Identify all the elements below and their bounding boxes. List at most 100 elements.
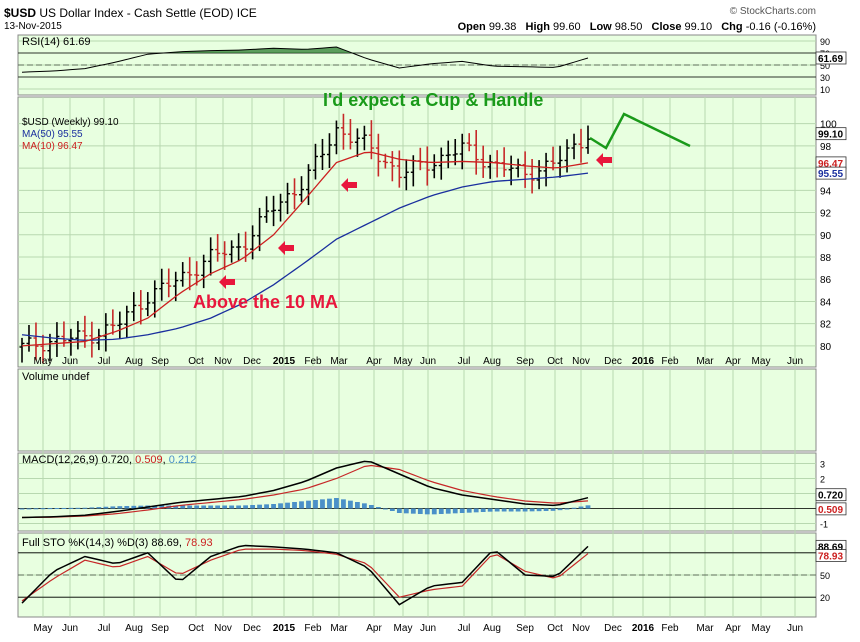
macd-histogram-bar <box>522 508 528 512</box>
y-tick-label: 86 <box>820 275 832 286</box>
macd-histogram-bar <box>571 507 577 509</box>
x-tick-label: Mar <box>696 356 714 367</box>
value-tag-text: 0.720 <box>818 491 843 502</box>
macd-histogram-bar <box>243 505 249 509</box>
macd-histogram-bar <box>292 502 297 509</box>
macd-histogram-bar <box>452 508 458 514</box>
low-label: Low <box>589 21 612 33</box>
volume-panel <box>17 368 817 452</box>
exchange: ICE <box>236 6 257 20</box>
macd-histogram-bar <box>40 508 46 510</box>
value-tag <box>815 549 847 562</box>
macd-histogram-bar <box>361 503 367 509</box>
macd-signal-line <box>21 464 589 519</box>
x-tick-label: Dec <box>604 623 622 634</box>
y-tick-label: -1 <box>820 520 828 530</box>
ma50-line <box>21 172 589 341</box>
macd-histogram-bar <box>19 508 25 510</box>
macd-histogram-bar <box>82 507 88 509</box>
macd-histogram-bar <box>215 505 221 509</box>
macd-histogram-bar <box>61 507 67 509</box>
value-tag-text: 61.69 <box>818 54 843 65</box>
macd-histogram-bar <box>578 506 584 509</box>
macd-histogram-bar <box>117 506 123 509</box>
macd-histogram-bar <box>264 504 269 509</box>
y-tick-label: 100 <box>820 120 837 131</box>
macd-histogram-bar <box>368 505 374 509</box>
macd-histogram-bar <box>341 499 346 509</box>
macd-histogram-bar <box>68 507 74 509</box>
macd-histogram-bar <box>375 507 381 509</box>
x-tick-label: Jul <box>98 356 111 367</box>
macd-histogram-bar <box>473 508 479 513</box>
volume-legend: Volume undef <box>22 371 90 383</box>
macd-line <box>21 460 589 519</box>
y-tick-label: 88 <box>820 253 832 264</box>
x-tick-label: Jun <box>420 623 436 634</box>
macd-histogram-bar <box>334 498 339 509</box>
macd-histogram-bar <box>152 505 158 509</box>
macd-histogram-bar <box>96 507 102 509</box>
macd-histogram-bar <box>382 508 388 510</box>
macd-histogram-bar <box>348 500 353 509</box>
macd-histogram-bar <box>536 508 542 512</box>
macd-histogram-bar <box>278 503 283 509</box>
macd-histogram-bar <box>257 504 262 509</box>
macd-histogram-bar <box>438 508 444 514</box>
x-tick-label: Apr <box>725 356 741 367</box>
x-tick-label: 2016 <box>632 623 655 634</box>
chg-label: Chg <box>721 21 743 33</box>
x-tick-label: Jul <box>458 356 471 367</box>
x-tick-label: Dec <box>243 623 261 634</box>
open-label: Open <box>457 21 486 33</box>
macd-histogram-bar <box>54 508 60 510</box>
x-tick-label: 2016 <box>632 356 655 367</box>
macd-histogram-bar <box>124 506 130 509</box>
x-tick-label: Aug <box>125 356 143 367</box>
x-tick-label: Oct <box>547 623 563 634</box>
x-tick-label: Mar <box>696 623 714 634</box>
value-tag <box>815 127 847 141</box>
value-tag-text: 88.69 <box>818 542 843 553</box>
rsi-plot <box>21 46 589 73</box>
x-tick-label: Oct <box>188 356 204 367</box>
rsi-legend: RSI(14) 61.69 <box>22 36 90 48</box>
x-tick-label: Oct <box>188 623 204 634</box>
macd-histogram-bar <box>585 505 591 509</box>
y-tick-label: 30 <box>820 73 830 83</box>
close-value: 99.10 <box>684 21 713 33</box>
macd-histogram-bar <box>201 505 207 509</box>
x-tick-label: Nov <box>214 356 232 367</box>
axis-labels: May May Jun Jun Jul Jul Aug Aug Sep Sep Oct Oct Nov N… <box>34 37 847 634</box>
x-tick-label: Jul <box>458 623 471 634</box>
macd-histogram-bar <box>417 508 423 514</box>
value-tag <box>815 488 847 502</box>
macd-histogram-bar <box>194 505 200 509</box>
macd-histogram-bar <box>529 508 535 512</box>
macd-histogram-bar <box>389 508 395 511</box>
macd-histogram-bar <box>543 508 549 511</box>
value-tag <box>815 502 847 516</box>
y-tick-label: 50 <box>820 571 830 581</box>
macd-histogram-bar <box>327 498 332 509</box>
macd-histogram-bar <box>173 505 179 509</box>
macd-histogram-bar <box>229 505 235 509</box>
macd-histogram-bar <box>466 508 472 513</box>
x-tick-label: Aug <box>483 356 501 367</box>
y-tick-label: 90 <box>820 37 830 47</box>
x-tick-label: Jun <box>787 623 803 634</box>
macd-histogram-bar <box>313 500 318 509</box>
macd-histogram-bar <box>222 505 228 509</box>
macd-histogram-bar <box>236 505 242 509</box>
macd-histogram-bar <box>306 500 311 509</box>
y-tick-label: 2 <box>820 475 825 485</box>
price-legend-symbol: $USD (Weekly) 99.10 <box>22 117 119 128</box>
macd-histogram-bar <box>355 502 360 509</box>
chart-date: 13-Nov-2015 <box>4 21 62 32</box>
x-tick-label: 2015 <box>273 356 296 367</box>
price-panel <box>17 96 817 368</box>
macd-histogram-bar <box>487 508 493 512</box>
ma10-line <box>21 151 589 347</box>
x-tick-label: Apr <box>725 623 741 634</box>
